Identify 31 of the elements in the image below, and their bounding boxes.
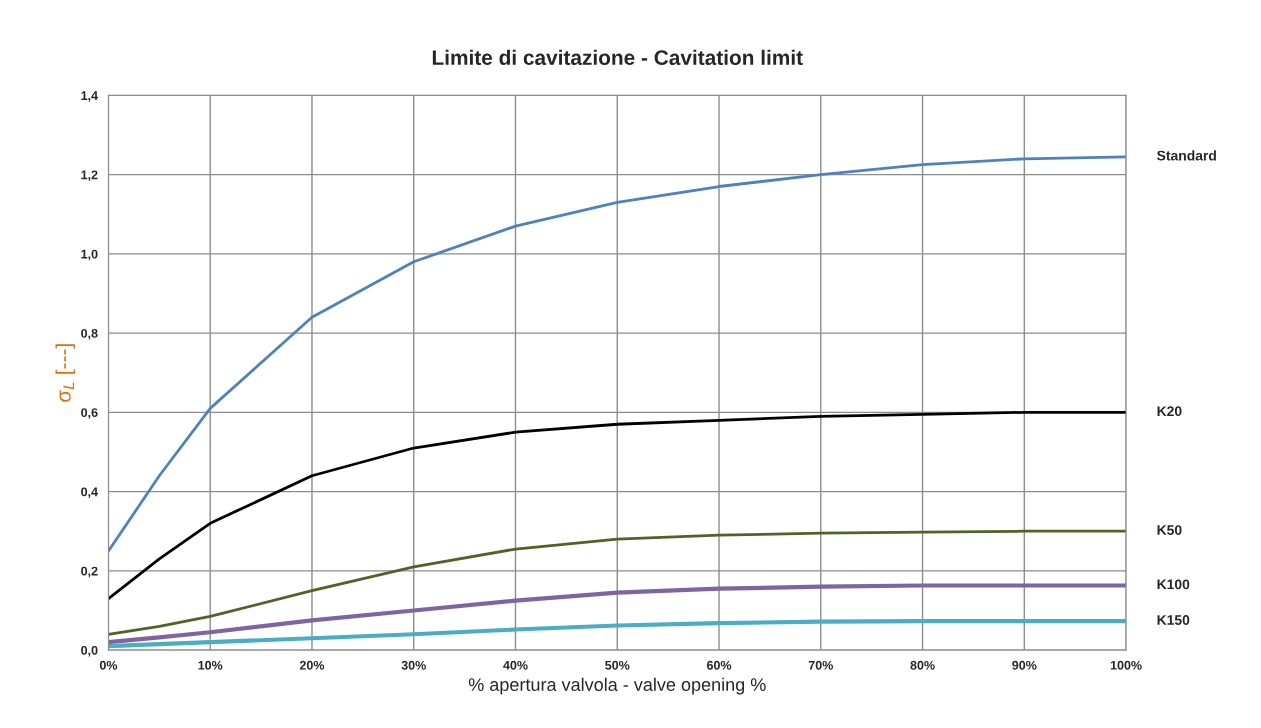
text: Standard — [1157, 150, 1216, 161]
x-tick-label: 0% — [99, 660, 118, 670]
y-tick-label: 1,0 — [81, 249, 98, 261]
x-tick-label: 10% — [198, 660, 223, 670]
x-tick-label: 60% — [706, 660, 732, 670]
line-series — [108, 583, 1127, 645]
line-series — [108, 529, 1127, 636]
x-tick-label: 20% — [299, 660, 325, 670]
line-series — [108, 410, 1127, 600]
x-axis-title: % apertura valvola - valve opening % — [468, 677, 766, 695]
x-tick-label: 40% — [503, 660, 528, 670]
y-tick-label: 1,4 — [81, 91, 98, 102]
text: K150 — [1157, 615, 1190, 625]
text: K100 — [1157, 579, 1190, 590]
x-tick-label: 100% — [1110, 660, 1142, 670]
x-tick-label: 70% — [808, 660, 833, 670]
y-tick-label: 0,0 — [81, 645, 98, 657]
text: K20 — [1157, 406, 1182, 417]
y-tick-label: 0,2 — [81, 566, 98, 578]
text: K50 — [1157, 525, 1182, 535]
y-tick-label: 1,2 — [81, 170, 98, 182]
line-series — [108, 155, 1127, 553]
x-tick-label: 80% — [910, 660, 935, 670]
chart-title: Limite di cavitazione - Cavitation limit — [432, 49, 803, 66]
x-tick-label: 50% — [605, 660, 630, 670]
x-tick-label: 30% — [401, 660, 426, 670]
y-axis-title: σ$_{L}$ [---] — [55, 344, 75, 402]
y-tick-label: 0,8 — [81, 328, 98, 340]
y-tick-label: 0,4 — [81, 487, 98, 499]
x-tick-label: 90% — [1012, 660, 1037, 670]
y-tick-label: 0,6 — [81, 408, 98, 419]
